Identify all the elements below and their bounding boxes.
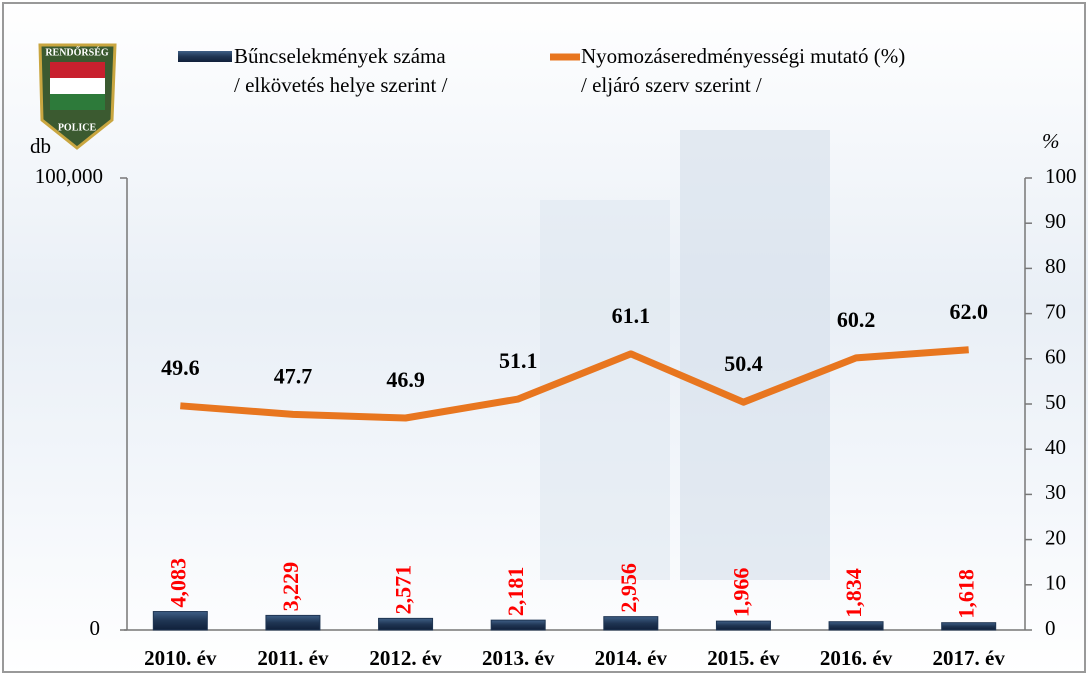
bar (379, 618, 433, 630)
bar-value-label: 2,956 (616, 563, 641, 613)
bar-value-label: 1,966 (728, 568, 753, 618)
line-value-label: 50.4 (724, 351, 763, 376)
bar-value-label: 2,181 (503, 567, 528, 617)
bar-value-label: 4,083 (165, 558, 190, 608)
line-value-label: 61.1 (612, 303, 651, 328)
x-tick-label: 2011. év (257, 646, 329, 670)
bar-value-label: 1,834 (841, 568, 866, 618)
y-tick-label: 100,000 (35, 164, 103, 188)
y2-tick-label: 90 (1045, 209, 1066, 233)
page: RENDŐRSÉG POLICE db % 0 100,000 0 10 20 30 40 5… (0, 0, 1088, 675)
line-value-label: 62.0 (949, 299, 988, 324)
bar-value-label: 3,229 (278, 562, 303, 612)
building (540, 200, 670, 580)
y2-tick-label: 50 (1045, 390, 1066, 414)
y2-tick-label: 80 (1045, 254, 1066, 278)
legend-label: Nyomozáseredményességi mutató (%) / eljá… (581, 42, 905, 100)
bar (829, 622, 883, 630)
chart: RENDŐRSÉG POLICE db % 0 100,000 0 10 20 30 40 5… (0, 0, 1088, 675)
y2-axis-label: % (1042, 129, 1060, 153)
line-value-label: 47.7 (274, 363, 313, 388)
y-axis-label: db (30, 134, 51, 158)
y2-tick-label: 100 (1045, 164, 1077, 188)
bar (491, 620, 545, 630)
y2-tick-label: 60 (1045, 345, 1066, 369)
bar (153, 612, 207, 630)
y-tick-label: 0 (90, 616, 101, 640)
x-tick-label: 2010. év (144, 646, 217, 670)
bar (266, 615, 320, 630)
logo-text: POLICE (58, 122, 97, 133)
logo-text: RENDŐRSÉG (45, 46, 109, 58)
bar (942, 623, 996, 630)
bar-value-label: 1,618 (954, 569, 979, 619)
line-value-label: 60.2 (837, 307, 876, 332)
x-tick-label: 2015. év (707, 646, 780, 670)
x-tick-label: 2014. év (595, 646, 668, 670)
y2-tick-label: 20 (1045, 525, 1066, 549)
x-tick-label: 2012. év (369, 646, 442, 670)
line-value-label: 46.9 (386, 367, 425, 392)
bar (716, 621, 770, 630)
line-value-label: 49.6 (161, 355, 200, 380)
y2-tick-label: 0 (1045, 616, 1056, 640)
y2-tick-label: 10 (1045, 571, 1066, 595)
legend-label: Bűncselekmények száma / elkövetés helye … (234, 42, 447, 100)
x-tick-label: 2013. év (482, 646, 555, 670)
bar (604, 617, 658, 630)
line-value-label: 51.1 (499, 348, 538, 373)
legend-swatch (178, 51, 232, 62)
y2-tick-label: 30 (1045, 480, 1066, 504)
x-tick-label: 2017. év (933, 646, 1006, 670)
x-tick-label: 2016. év (820, 646, 893, 670)
y2-tick-label: 70 (1045, 299, 1066, 323)
bar-value-label: 2,571 (391, 565, 416, 615)
y2-tick-label: 40 (1045, 435, 1066, 459)
